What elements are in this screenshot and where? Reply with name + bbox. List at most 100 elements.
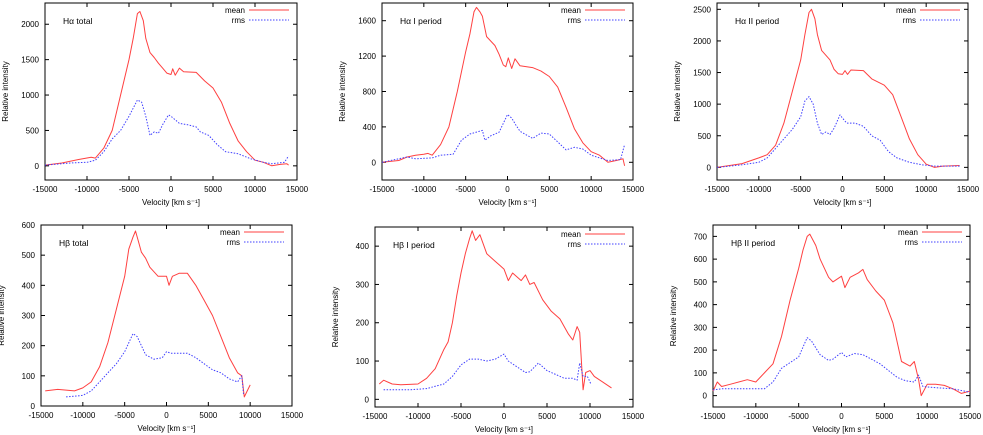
y-tick-label: 2000 [21, 20, 39, 29]
series-line-mean [378, 230, 612, 391]
y-tick-label: 500 [22, 251, 36, 260]
y-tick-label: 500 [698, 132, 712, 141]
chart-panel-4: -15000 -10000 -5000 0 5000 10000 15000 0 100 200 3… [0, 221, 304, 433]
y-tick-label: 0 [703, 392, 708, 401]
x-tick-label: -5000 [788, 412, 809, 421]
y-axis-label: Relative intensity [0, 285, 6, 345]
y-tick-label: 1500 [21, 56, 39, 65]
y-tick-label: 700 [694, 232, 708, 241]
x-tick-label: 0 [169, 185, 174, 194]
y-tick-label: 0 [707, 163, 712, 172]
panel-label: Hα total [63, 16, 93, 26]
x-tick-label: 0 [164, 411, 169, 420]
y-tick-label: 0 [372, 158, 377, 167]
y-axis-label: Relative intensity [338, 61, 347, 121]
x-tick-label: 5000 [204, 185, 222, 194]
x-tick-label: -10000 [406, 412, 431, 421]
legend-label-rms: rms [903, 16, 916, 25]
series-line-mean [44, 11, 289, 167]
y-tick-label: 1000 [693, 100, 711, 109]
y-tick-label: 100 [694, 369, 708, 378]
y-tick-label: 100 [356, 357, 370, 366]
x-tick-label: -10000 [743, 412, 768, 421]
x-tick-label: 15000 [286, 185, 309, 194]
x-tick-label: 10000 [915, 185, 938, 194]
series-line-mean [716, 8, 960, 168]
x-tick-label: 0 [502, 412, 507, 421]
panel-label: Hβ II period [731, 238, 775, 248]
legend-label-rms: rms [568, 16, 581, 25]
panel-label: Hα II period [735, 16, 779, 26]
y-tick-label: 500 [26, 126, 40, 135]
legend-label-mean: mean [896, 6, 916, 15]
x-tick-label: -15000 [705, 185, 730, 194]
legend-label-rms: rms [568, 240, 581, 249]
y-tick-label: 1000 [21, 91, 39, 100]
panel-label: Hβ I period [393, 240, 435, 250]
y-tick-label: 400 [356, 242, 370, 251]
y-tick-label: 200 [356, 319, 370, 328]
chart-panel-2: -15000 -10000 -5000 0 5000 10000 15000 0 400 800 1… [338, 2, 645, 207]
x-tick-label: 15000 [957, 185, 980, 194]
legend-label-mean: mean [561, 230, 581, 239]
y-tick-label: 400 [363, 123, 377, 132]
chart-panel-6: -15000 -10000 -5000 0 5000 10000 15000 0 100 200 3… [669, 224, 982, 434]
x-tick-label: 15000 [281, 411, 304, 420]
y-tick-label: 300 [22, 312, 36, 321]
series-line-rms [383, 353, 592, 391]
x-tick-label: 10000 [239, 411, 262, 420]
y-tick-label: 0 [365, 395, 370, 404]
x-tick-label: -5000 [114, 411, 135, 420]
x-tick-label: 10000 [916, 412, 939, 421]
y-tick-label: 2000 [693, 37, 711, 46]
y-tick-label: 600 [22, 221, 36, 230]
legend-label-rms: rms [227, 238, 240, 247]
x-tick-label: -5000 [790, 185, 811, 194]
y-tick-label: 600 [694, 255, 708, 264]
series-line-mean [381, 6, 626, 166]
x-tick-label: -15000 [701, 412, 726, 421]
x-tick-label: -10000 [411, 185, 436, 194]
x-tick-label: -10000 [70, 411, 95, 420]
x-tick-label: 15000 [622, 412, 645, 421]
x-tick-label: -5000 [119, 185, 140, 194]
x-tick-label: 5000 [540, 185, 558, 194]
legend-label-mean: mean [225, 6, 245, 15]
series-line-rms [381, 114, 626, 163]
x-axis-label: Velocity [km s⁻¹] [475, 425, 533, 434]
x-tick-label: 5000 [538, 412, 556, 421]
y-tick-label: 1200 [358, 52, 376, 61]
plot-frame [44, 2, 298, 181]
plot-frame [40, 224, 293, 407]
x-tick-label: 5000 [199, 411, 217, 420]
chart-panel-1: -15000 -10000 -5000 0 5000 10000 15000 0 500 1000… [1, 2, 309, 207]
y-tick-label: 500 [694, 278, 708, 287]
series-line-rms [712, 337, 971, 393]
x-tick-label: 0 [839, 412, 844, 421]
y-axis-label: Relative intensity [669, 286, 678, 346]
panel-label: Hβ total [59, 238, 89, 248]
x-tick-label: 15000 [959, 412, 982, 421]
legend-label-mean: mean [220, 228, 240, 237]
plot-frame [712, 224, 971, 408]
x-tick-label: 5000 [875, 412, 893, 421]
x-tick-label: -10000 [75, 185, 100, 194]
y-tick-label: 1600 [358, 17, 376, 26]
y-tick-label: 2500 [693, 5, 711, 14]
x-tick-label: 10000 [580, 185, 603, 194]
y-axis-label: Relative intensity [1, 61, 10, 121]
y-tick-label: 100 [22, 372, 36, 381]
y-axis-label: Relative intensity [673, 61, 682, 121]
x-axis-label: Velocity [km s⁻¹] [142, 198, 200, 207]
x-tick-label: -5000 [451, 412, 472, 421]
legend-label-rms: rms [905, 238, 918, 247]
plot-frame [374, 226, 634, 408]
series-line-rms [716, 96, 960, 168]
legend-label-mean: mean [561, 6, 581, 15]
chart-panel-3: -15000 -10000 -5000 0 5000 10000 15000 0 500 1000… [673, 2, 980, 207]
series-line-rms [66, 333, 244, 398]
y-tick-label: 800 [363, 88, 377, 97]
x-tick-label: 15000 [622, 185, 645, 194]
x-tick-label: -5000 [455, 185, 476, 194]
